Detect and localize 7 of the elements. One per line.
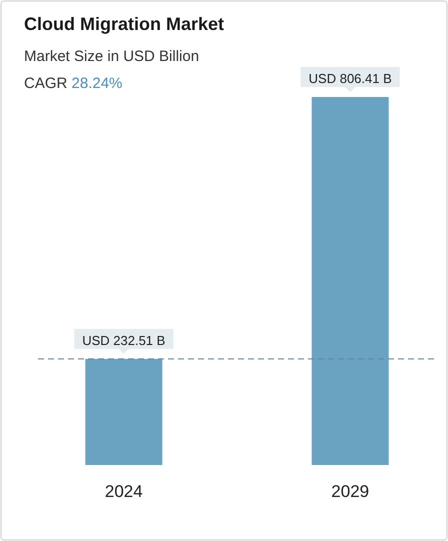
chart-subtitle: Market Size in USD Billion <box>24 48 200 65</box>
x-tick-label: 2024 <box>104 482 143 501</box>
x-tick-label: 2029 <box>331 482 370 501</box>
data-label: USD 232.51 B <box>82 332 166 348</box>
chart-title: Cloud Migration Market <box>24 14 224 34</box>
text: CAGR 28.24% <box>24 75 122 92</box>
data-label: USD 806.41 B <box>308 71 392 86</box>
